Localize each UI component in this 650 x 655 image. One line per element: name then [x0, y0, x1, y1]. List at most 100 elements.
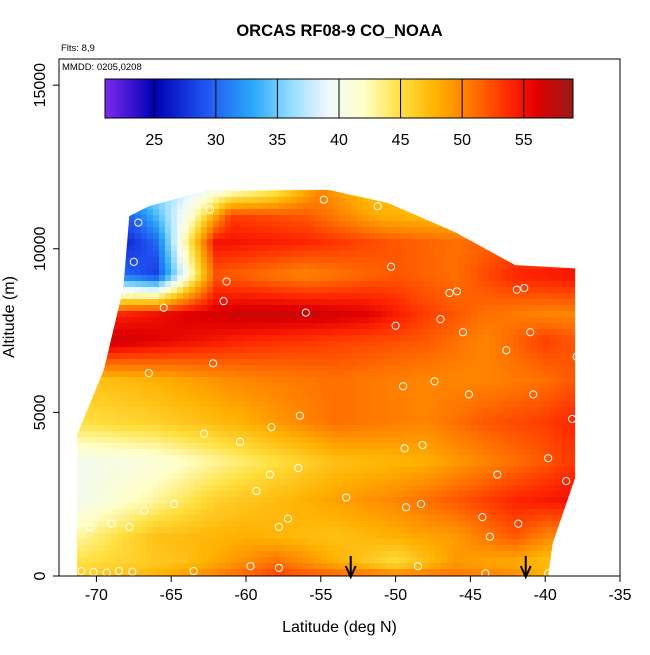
- heatmap-cell: [129, 179, 136, 186]
- heatmap-cell: [284, 563, 292, 570]
- heatmap-cell: [339, 179, 346, 186]
- heatmap-cell: [362, 383, 370, 390]
- heatmap-cell: [248, 347, 256, 354]
- heatmap-cell: [140, 425, 148, 432]
- heatmap-cell: [446, 335, 454, 342]
- heatmap-cell: [278, 425, 286, 432]
- heatmap-cell: [434, 431, 442, 438]
- heatmap-cell: [410, 521, 418, 528]
- heatmap-cell: [428, 401, 436, 408]
- heatmap-cell: [224, 551, 232, 558]
- heatmap-cell: [110, 485, 118, 492]
- heatmap-cell: [170, 461, 178, 468]
- heatmap-cell: [206, 467, 214, 474]
- heatmap-cell: [242, 383, 250, 390]
- heatmap-cell: [302, 551, 310, 558]
- heatmap-cell: [398, 527, 406, 534]
- heatmap-cell: [80, 257, 88, 264]
- heatmap-cell: [230, 299, 238, 306]
- heatmap-cell: [416, 365, 424, 372]
- heatmap-cell: [374, 455, 382, 462]
- heatmap-cell: [326, 413, 334, 420]
- heatmap-cell: [98, 359, 106, 366]
- heatmap-cell: [440, 533, 448, 540]
- heatmap-cell: [452, 269, 460, 276]
- heatmap-cell: [272, 335, 280, 342]
- heatmap-cell: [374, 467, 382, 474]
- heatmap-cell: [368, 239, 376, 246]
- heatmap-cell: [356, 227, 364, 234]
- heatmap-cell: [135, 155, 142, 162]
- heatmap-cell: [194, 401, 202, 408]
- heatmap-cell: [350, 341, 358, 348]
- heatmap-cell: [183, 155, 190, 162]
- heatmap-cell: [248, 293, 256, 300]
- heatmap-cell: [428, 311, 436, 318]
- heatmap-cell: [362, 401, 370, 408]
- heatmap-cell: [182, 251, 190, 258]
- heatmap-cell: [374, 389, 382, 396]
- heatmap-cell: [344, 323, 352, 330]
- heatmap-cell: [435, 143, 442, 150]
- heatmap-cell: [441, 167, 448, 174]
- heatmap-cell: [458, 239, 466, 246]
- heatmap-cell: [248, 197, 256, 204]
- heatmap-cell: [278, 389, 286, 396]
- heatmap-cell: [76, 341, 82, 348]
- heatmap-cell: [308, 485, 316, 492]
- heatmap-cell: [140, 263, 148, 270]
- heatmap-cell: [440, 425, 448, 432]
- heatmap-cell: [422, 323, 430, 330]
- heatmap-cell: [104, 491, 112, 498]
- heatmap-cell: [98, 437, 106, 444]
- heatmap-cell: [344, 365, 352, 372]
- heatmap-cell: [182, 455, 190, 462]
- heatmap-cell: [218, 485, 226, 492]
- heatmap-cell: [411, 155, 418, 162]
- heatmap-cell: [290, 257, 298, 264]
- heatmap-cell: [146, 359, 154, 366]
- heatmap-cell: [446, 227, 454, 234]
- heatmap-cell: [267, 173, 274, 180]
- heatmap-cell: [225, 119, 232, 126]
- heatmap-cell: [447, 179, 454, 186]
- heatmap-cell: [200, 383, 208, 390]
- heatmap-cell: [362, 497, 370, 504]
- heatmap-cell: [134, 389, 142, 396]
- heatmap-cell: [290, 245, 298, 252]
- heatmap-cell: [164, 455, 172, 462]
- heatmap-cell: [158, 353, 166, 360]
- heatmap-cell: [363, 131, 370, 138]
- heatmap-cell: [188, 209, 196, 216]
- heatmap-cell: [254, 323, 262, 330]
- heatmap-cell: [266, 245, 274, 252]
- heatmap-cell: [158, 263, 166, 270]
- heatmap-cell: [290, 437, 298, 444]
- heatmap-cell: [128, 335, 136, 342]
- heatmap-cell: [374, 485, 382, 492]
- heatmap-cell: [116, 437, 124, 444]
- heatmap-cell: [422, 551, 430, 558]
- heatmap-cell: [381, 161, 388, 168]
- heatmap-cell: [170, 335, 178, 342]
- heatmap-cell: [182, 347, 190, 354]
- heatmap-cell: [314, 413, 322, 420]
- heatmap-cell: [284, 281, 292, 288]
- heatmap-cell: [134, 329, 142, 336]
- heatmap-cell: [350, 557, 358, 564]
- heatmap-cell: [278, 527, 286, 534]
- heatmap-cell: [404, 353, 412, 360]
- heatmap-cell: [326, 527, 334, 534]
- heatmap-cell: [368, 533, 376, 540]
- heatmap-cell: [320, 425, 328, 432]
- heatmap-cell: [110, 419, 118, 426]
- heatmap-cell: [344, 401, 352, 408]
- heatmap-cell: [296, 251, 304, 258]
- heatmap-cell: [320, 377, 328, 384]
- heatmap-cell: [188, 335, 196, 342]
- heatmap-cell: [254, 203, 262, 210]
- heatmap-cell: [338, 551, 346, 558]
- heatmap-cell: [152, 449, 160, 456]
- heatmap-cell: [122, 431, 130, 438]
- heatmap-cell: [452, 197, 460, 204]
